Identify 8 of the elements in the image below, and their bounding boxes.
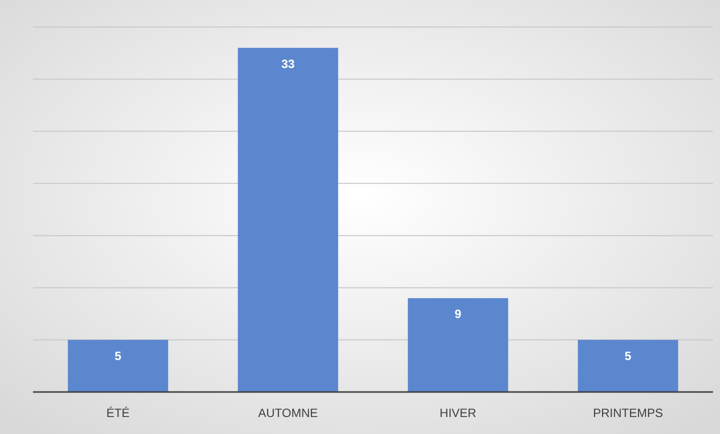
data-label: 5	[624, 348, 632, 363]
data-label: 33	[281, 56, 295, 71]
x-tick-label: PRINTEMPS	[592, 406, 664, 420]
x-tick-label: AUTOMNE	[258, 406, 318, 420]
x-tick-label: HIVER	[440, 406, 477, 420]
data-label: 9	[454, 307, 462, 322]
data-label: 5	[114, 348, 122, 363]
x-tick-label: ÉTÉ	[106, 406, 130, 420]
